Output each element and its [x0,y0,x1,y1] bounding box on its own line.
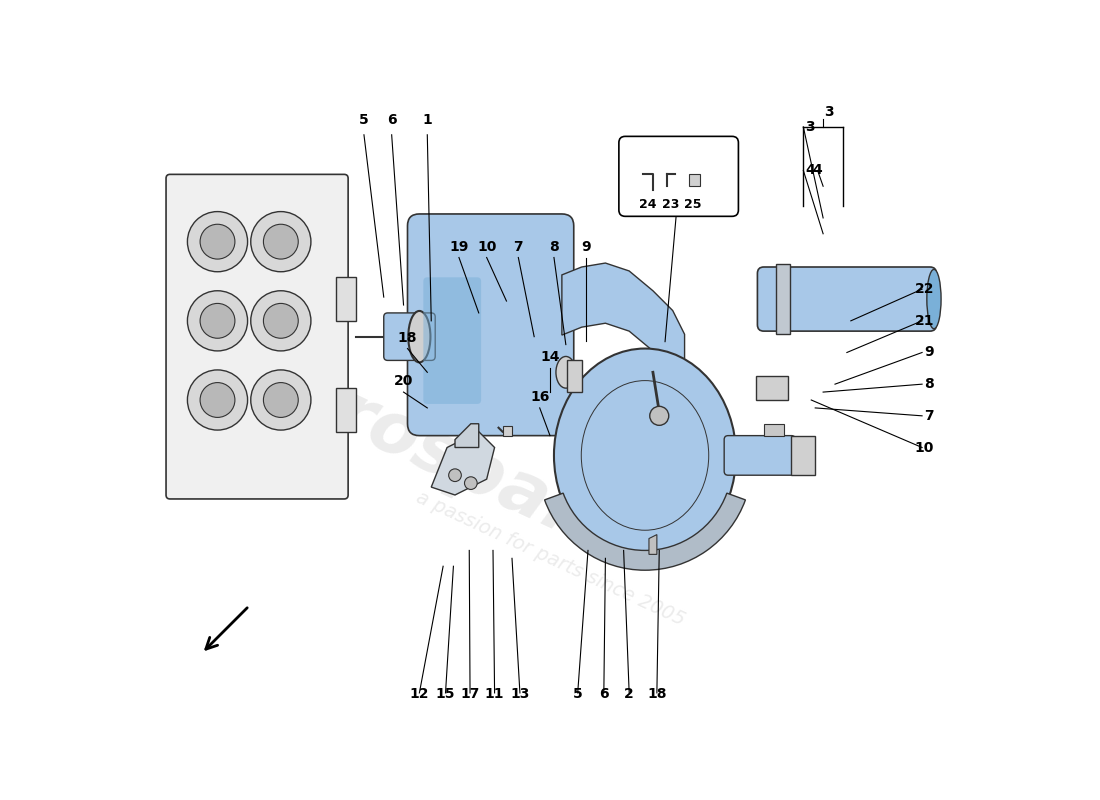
Text: 21: 21 [914,314,934,328]
Circle shape [187,211,248,272]
Text: 25: 25 [684,198,702,211]
Text: 10: 10 [914,441,934,454]
FancyBboxPatch shape [724,436,795,475]
Ellipse shape [408,311,430,362]
FancyBboxPatch shape [384,313,436,361]
Polygon shape [431,432,495,495]
Polygon shape [455,424,478,447]
Circle shape [263,303,298,338]
Polygon shape [649,534,657,554]
Text: 15: 15 [436,687,455,701]
Ellipse shape [554,349,736,562]
Polygon shape [562,263,684,447]
Circle shape [187,370,248,430]
Text: 23: 23 [662,198,680,211]
Circle shape [263,224,298,259]
Circle shape [251,370,311,430]
Text: 7: 7 [514,239,524,254]
Circle shape [251,211,311,272]
Text: 14: 14 [540,350,560,364]
Text: 9: 9 [924,346,934,359]
Text: 3: 3 [805,120,815,134]
Bar [568,361,582,392]
Circle shape [200,382,235,418]
Circle shape [464,477,477,490]
Text: 16: 16 [530,390,549,404]
Text: 18: 18 [398,330,417,345]
Text: 5: 5 [573,687,583,701]
Text: 1: 1 [422,113,432,127]
FancyBboxPatch shape [424,278,481,404]
Text: 24: 24 [639,198,656,211]
Wedge shape [544,493,746,570]
Text: 9: 9 [581,239,591,254]
Bar [337,388,356,432]
Text: 17: 17 [461,687,480,701]
Circle shape [200,303,235,338]
Bar [689,174,701,186]
Circle shape [449,469,461,482]
Ellipse shape [556,357,575,388]
Text: 12: 12 [409,687,429,701]
Text: 5: 5 [359,113,369,127]
Text: 8: 8 [549,239,559,254]
Bar [776,264,790,334]
FancyBboxPatch shape [619,136,738,216]
Text: 6: 6 [600,687,608,701]
Bar [337,278,356,321]
Text: 10: 10 [477,239,496,254]
Text: 2: 2 [625,687,634,701]
Text: 4: 4 [805,163,815,178]
Text: 8: 8 [924,377,934,391]
Circle shape [187,290,248,351]
Text: 20: 20 [394,374,414,388]
Text: 22: 22 [914,282,934,296]
Circle shape [251,290,311,351]
Text: 6: 6 [387,113,396,127]
FancyBboxPatch shape [407,214,574,436]
Circle shape [200,224,235,259]
Text: 19: 19 [449,239,469,254]
Text: 7: 7 [924,409,934,423]
Text: 13: 13 [510,687,529,701]
Text: 11: 11 [485,687,504,701]
Text: 4: 4 [813,163,823,178]
Circle shape [650,406,669,426]
Bar [792,436,815,475]
Bar [756,376,788,400]
FancyBboxPatch shape [758,267,936,331]
Text: 18: 18 [647,687,667,701]
Bar [763,424,783,436]
Circle shape [263,382,298,418]
Ellipse shape [927,270,942,329]
Text: a passion for parts since 2005: a passion for parts since 2005 [412,487,688,629]
FancyBboxPatch shape [166,174,348,499]
Text: eurospares: eurospares [233,335,676,591]
Bar [503,426,512,436]
Text: 3: 3 [824,105,834,119]
